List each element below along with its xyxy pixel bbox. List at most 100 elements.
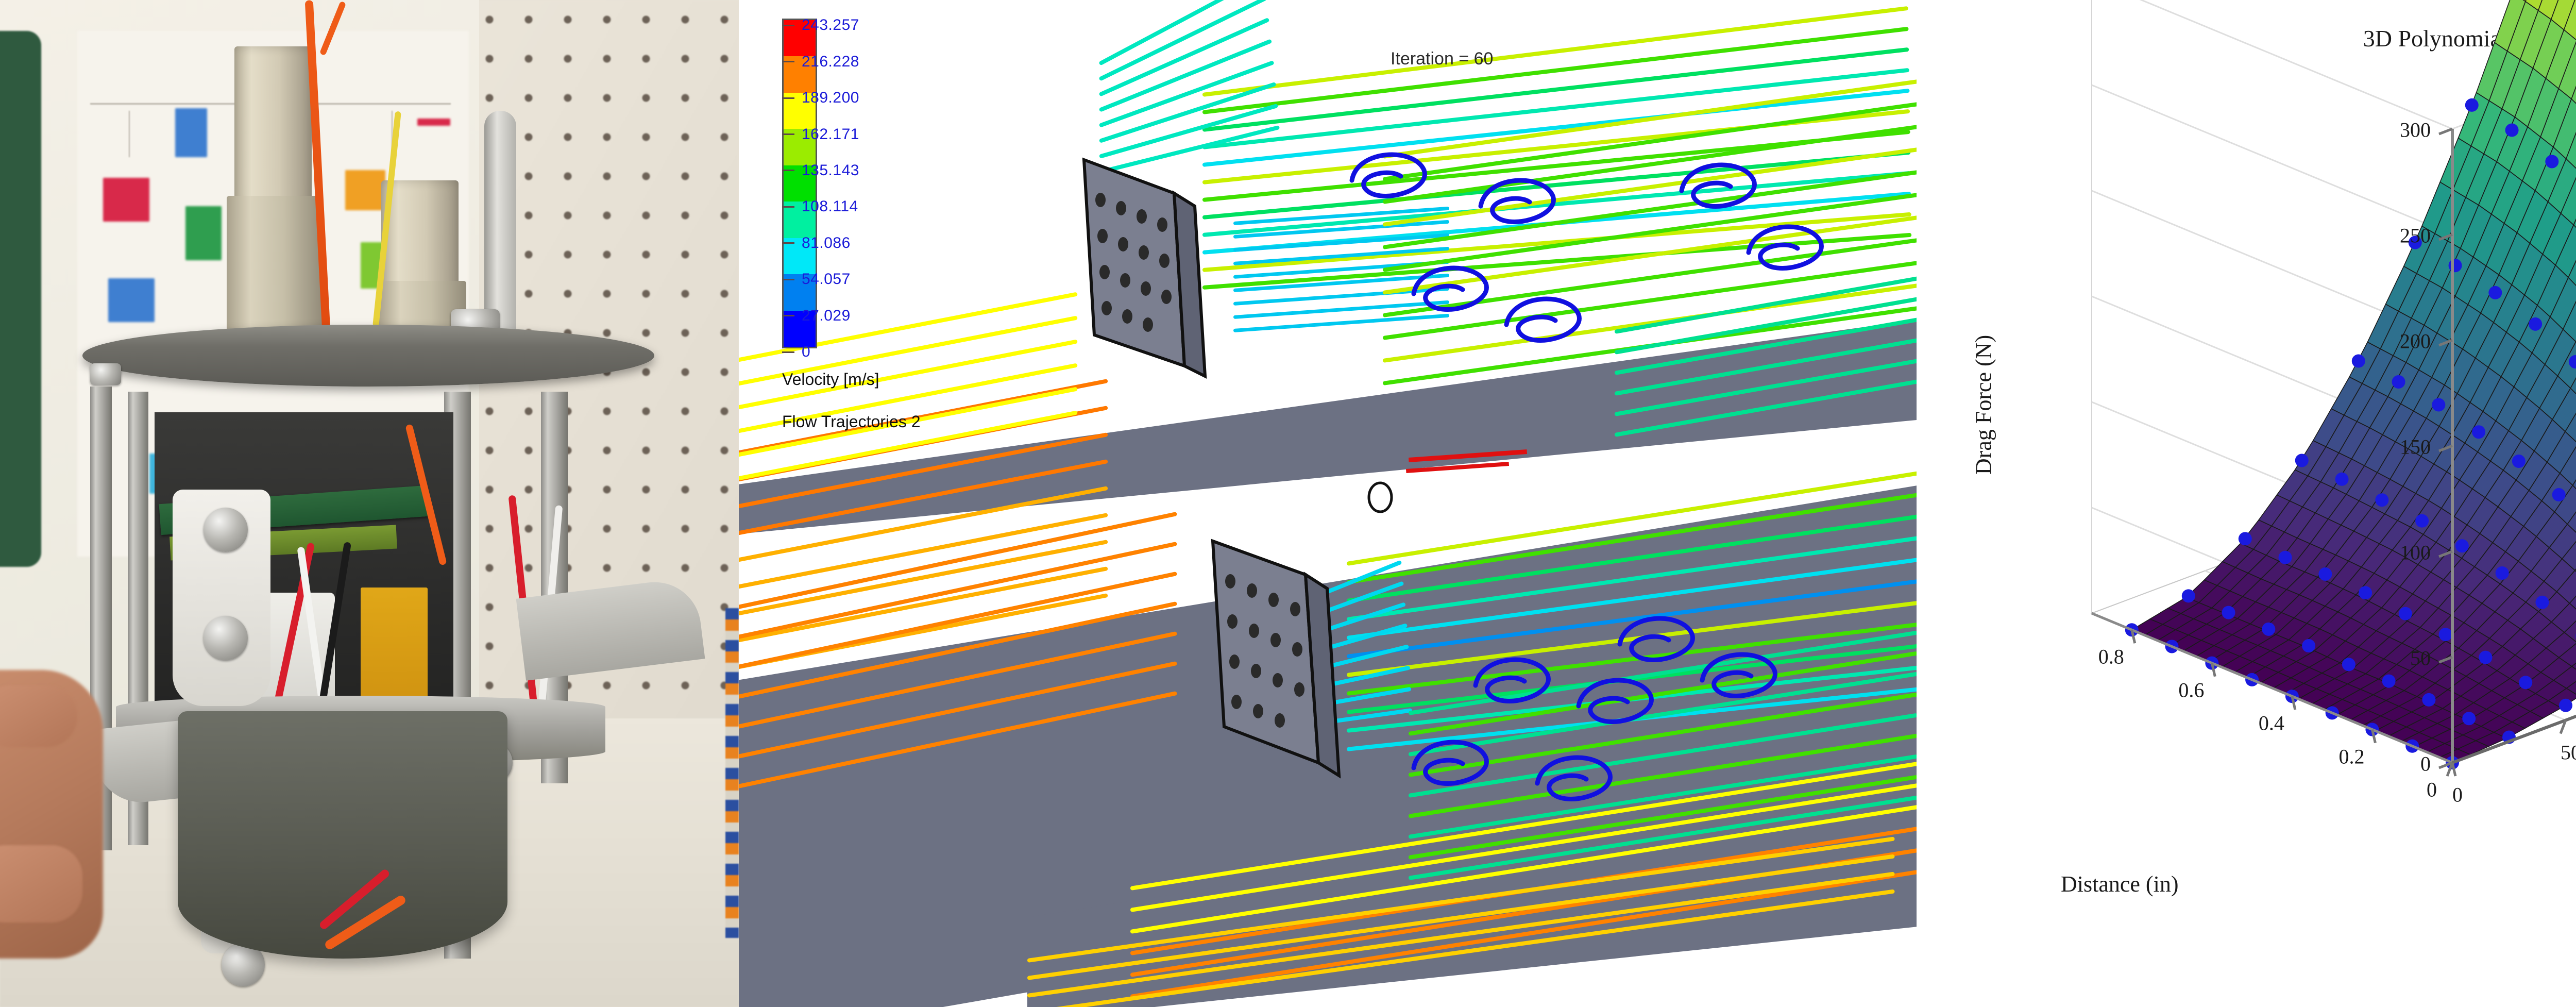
- sticky-note: [103, 178, 149, 222]
- legend-band: [784, 238, 816, 275]
- legend-tick: [782, 61, 794, 63]
- data-point: [2462, 712, 2476, 726]
- z-tick-label: 150: [2400, 435, 2431, 459]
- data-point: [2535, 595, 2549, 609]
- legend-value: 243.257: [802, 16, 859, 34]
- pvc-tube-upper: [234, 46, 312, 206]
- data-point: [2505, 123, 2519, 137]
- data-point: [2382, 674, 2396, 688]
- recirculation-vortex: [1478, 178, 1556, 224]
- x-tick-label: 0.6: [2178, 678, 2205, 702]
- socket-bolt: [204, 508, 248, 552]
- z-tick-label: 250: [2400, 224, 2431, 247]
- reference-circle-icon: [1367, 481, 1393, 513]
- recirculation-vortex: [1700, 652, 1777, 698]
- thumb: [0, 845, 82, 922]
- sticky-note: [417, 119, 450, 126]
- surface-cell: [2564, 620, 2576, 643]
- legend-tick: [782, 97, 794, 99]
- recirculation-vortex: [1679, 162, 1757, 209]
- data-point: [2479, 650, 2493, 664]
- data-point: [2222, 606, 2235, 619]
- recirculation-vortex: [1411, 265, 1489, 312]
- z-tick: [2438, 233, 2453, 241]
- socket-bolt: [204, 616, 248, 660]
- sticky-note: [185, 206, 222, 260]
- z-axis-label: Drag Force (N): [1971, 334, 1996, 475]
- legend-value: 135.143: [802, 161, 859, 179]
- surface-plot-canvas: [2090, 0, 2576, 777]
- legend-row: 54.057: [782, 261, 859, 297]
- data-point: [2545, 155, 2559, 169]
- recirculation-vortex: [1504, 296, 1582, 343]
- pvc-tube-secondary: [381, 180, 459, 299]
- x-tick: [2371, 729, 2377, 744]
- legend-row: 0: [782, 334, 859, 370]
- y-tick: [2559, 719, 2567, 734]
- surface-cell: [2560, 177, 2576, 226]
- streamline: [1382, 122, 1917, 204]
- legend-row: 108.114: [782, 189, 859, 225]
- pvc-coupler: [227, 196, 322, 340]
- legend-row: 189.200: [782, 80, 859, 116]
- wire-bundle-right: [725, 608, 739, 938]
- surface-cell: [2522, 0, 2527, 2]
- surface-cell: [2562, 300, 2576, 343]
- legend-band: [784, 56, 816, 93]
- data-point: [2448, 259, 2462, 273]
- x-tick-label: 0.8: [2098, 645, 2124, 668]
- data-point: [2559, 698, 2572, 712]
- surface-cell: [2572, 479, 2576, 490]
- surface-cell: [2559, 446, 2576, 486]
- surface-cell: [2565, 412, 2576, 443]
- surface-cell: [2558, 41, 2576, 100]
- top-mounting-plate: [82, 325, 654, 387]
- data-point: [2181, 589, 2195, 603]
- recirculation-vortex: [1349, 152, 1427, 198]
- data-point: [2262, 622, 2276, 636]
- data-point: [2408, 236, 2422, 249]
- sticky-note: [175, 108, 207, 157]
- data-point: [2359, 586, 2372, 600]
- recirculation-vortex: [1746, 224, 1824, 271]
- x-tick: [2291, 696, 2297, 710]
- surface-cell: [2566, 681, 2576, 695]
- y-tick-label: 50: [2561, 741, 2576, 764]
- recirculation-vortex: [1411, 740, 1489, 786]
- legend-tick: [782, 170, 794, 172]
- legend-caption-trajectories: Flow Trajectories 2: [782, 412, 921, 431]
- legend-row: 27.029: [782, 298, 859, 334]
- data-point: [2238, 532, 2252, 546]
- z-tick: [2438, 656, 2453, 664]
- recirculation-vortex: [1535, 755, 1613, 801]
- surface-cell: [2568, 260, 2576, 286]
- z-tick: [2438, 339, 2453, 347]
- legend-row: 135.143: [782, 153, 859, 189]
- airbrake-plate-upper: [1082, 157, 1207, 379]
- legend-band: [784, 310, 816, 347]
- green-board: [0, 31, 41, 567]
- sticky-note: [345, 170, 385, 210]
- data-point: [2472, 425, 2486, 439]
- data-point: [2438, 628, 2452, 642]
- recirculation-vortex: [1473, 657, 1551, 703]
- data-point: [2495, 566, 2509, 580]
- legend-value: 216.228: [802, 53, 859, 70]
- legend-band: [784, 274, 816, 311]
- surface-mesh: [2131, 0, 2576, 763]
- surface-cell: [2569, 595, 2576, 610]
- legend-value: 0: [802, 343, 811, 361]
- legend-value: 81.086: [802, 234, 851, 251]
- data-point: [2375, 493, 2389, 507]
- data-point: [2422, 693, 2436, 707]
- legend-tick: [782, 242, 794, 244]
- z-tick-label: 300: [2400, 118, 2431, 142]
- surface-cell: [2561, 541, 2576, 571]
- recirculation-vortex: [1617, 616, 1695, 662]
- airbrake-plate-lower: [1211, 539, 1341, 779]
- legend-value: 162.171: [802, 125, 859, 143]
- legend-row: 216.228: [782, 43, 859, 79]
- x-tick: [2210, 663, 2216, 677]
- data-point: [2519, 676, 2533, 690]
